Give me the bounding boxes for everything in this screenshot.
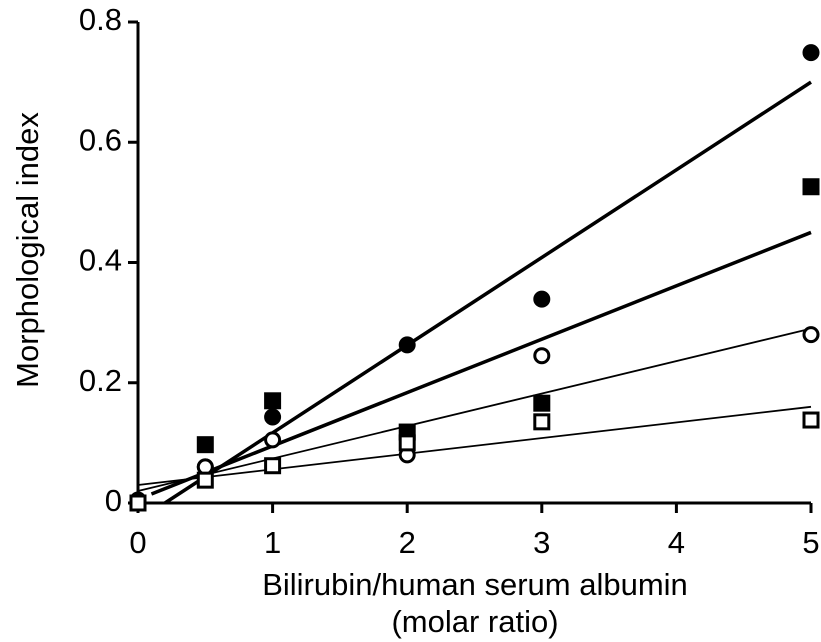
point: [129, 494, 147, 512]
point: [802, 411, 820, 429]
point: [196, 471, 214, 489]
point: [802, 178, 820, 196]
point: [264, 408, 282, 426]
point: [196, 436, 214, 454]
fit-line: [137, 327, 812, 492]
point: [533, 394, 551, 412]
x-tick-label: 2: [399, 525, 416, 560]
y-tick-label: 0.2: [79, 363, 122, 398]
y-tick-label: 0.8: [79, 2, 122, 37]
point: [802, 326, 820, 344]
x-tick-label: 3: [533, 525, 550, 560]
point: [398, 434, 416, 452]
fit-line: [137, 405, 812, 486]
point: [398, 336, 416, 354]
y-tick-label: 0.6: [79, 122, 122, 157]
fit-line: [150, 230, 812, 496]
point: [533, 290, 551, 308]
y-tick-label: 0.4: [79, 243, 122, 278]
x-axis-label: Bilirubin/human serum albumin: [262, 567, 688, 602]
x-tick-label: 5: [802, 525, 819, 560]
x-tick-label: 0: [129, 525, 146, 560]
x-axis-label: (molar ratio): [391, 604, 558, 639]
y-tick-label: 0: [105, 483, 122, 518]
x-tick-label: 1: [264, 525, 281, 560]
x-tick-label: 4: [668, 525, 685, 560]
point: [264, 431, 282, 449]
fit-line: [163, 80, 812, 505]
point: [802, 44, 820, 62]
point: [533, 413, 551, 431]
point: [264, 392, 282, 410]
y-axis-label: Morphological index: [10, 112, 45, 388]
point: [264, 457, 282, 475]
point: [533, 347, 551, 365]
